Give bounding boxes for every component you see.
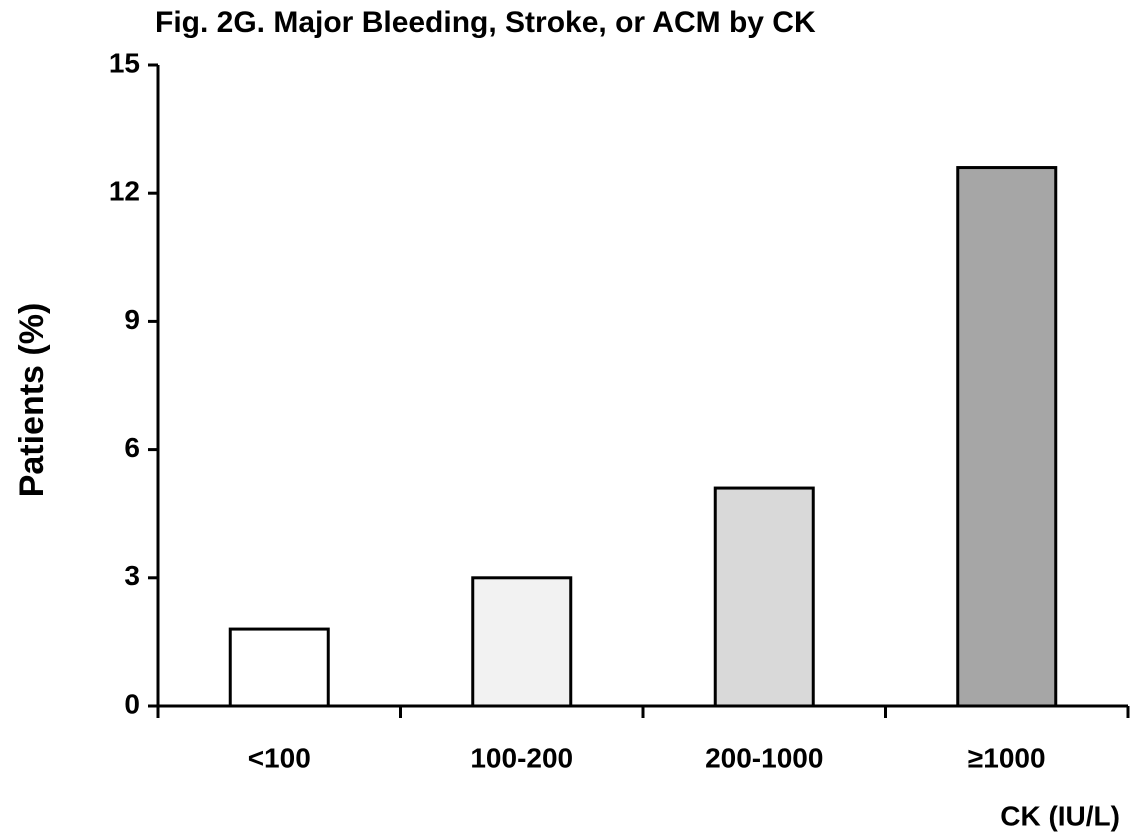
- y-tick-label: 0: [124, 688, 140, 719]
- y-axis-label: Patients (%): [13, 303, 51, 498]
- x-axis-label: CK (IU/L): [1000, 800, 1120, 831]
- bar: [228, 627, 330, 708]
- x-tick-label: ≥1000: [968, 742, 1046, 773]
- y-tick-label: 3: [124, 560, 140, 591]
- y-tick-label: 12: [109, 176, 140, 207]
- x-tick-label: <100: [248, 742, 311, 773]
- bar: [956, 166, 1058, 708]
- x-tick-label: 100-200: [470, 742, 573, 773]
- chart-title: Fig. 2G. Major Bleeding, Stroke, or ACM …: [155, 6, 816, 39]
- y-tick-label: 9: [124, 304, 140, 335]
- bar: [471, 576, 573, 708]
- x-tick-label: 200-1000: [705, 742, 823, 773]
- y-tick-label: 15: [109, 47, 140, 78]
- y-tick-label: 6: [124, 432, 140, 463]
- bar: [713, 486, 815, 708]
